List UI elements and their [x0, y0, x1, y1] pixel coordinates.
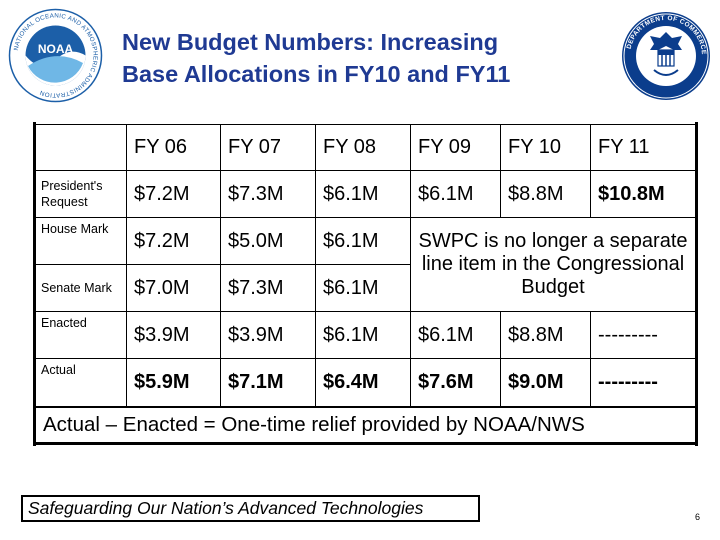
commerce-seal: DEPARTMENT OF COMMERCE: [620, 10, 712, 102]
header-row: FY 06 FY 07 FY 08 FY 09 FY 10 FY 11: [35, 124, 696, 171]
table-cell: ---------: [590, 358, 696, 407]
table-cell: $6.1M: [315, 217, 411, 265]
noaa-logo: NATIONAL OCEANIC AND ATMOSPHERIC ADMINIS…: [8, 8, 103, 103]
row-label-actual: Actual: [35, 358, 127, 407]
row-label-presidents-request: President's Request: [35, 170, 127, 218]
table-cell: $7.1M: [220, 358, 316, 407]
table-cell: $6.1M: [410, 170, 501, 218]
table-cell: $10.8M: [590, 170, 696, 218]
year-header-fy10: FY 10: [500, 124, 591, 171]
table-row: House Mark $7.2M $5.0M $6.1M SWPC is no …: [35, 217, 696, 312]
year-header-fy08: FY 08: [315, 124, 411, 171]
table-row: Senate Mark $7.0M $7.3M $6.1M: [35, 264, 696, 312]
table-cell: $3.9M: [126, 311, 221, 359]
noaa-center-text: NOAA: [38, 42, 74, 56]
corner-cell: [35, 124, 127, 171]
table-cell: $6.1M: [315, 311, 411, 359]
table-cell: $5.9M: [126, 358, 221, 407]
budget-table: FY 06 FY 07 FY 08 FY 09 FY 10 FY 11 Pres…: [35, 124, 696, 407]
table-row: President's Request $7.2M $7.3M $6.1M $6…: [35, 170, 696, 218]
table-cell: $8.8M: [500, 311, 591, 359]
year-header-fy09: FY 09: [410, 124, 501, 171]
title-line-2: Base Allocations in FY10 and FY11: [122, 61, 511, 87]
table-frame-right: [695, 122, 698, 446]
table-row: Enacted $3.9M $3.9M $6.1M $6.1M $8.8M --…: [35, 311, 696, 359]
row-label-senate-mark: Senate Mark: [35, 264, 127, 312]
table-cell: $6.4M: [315, 358, 411, 407]
table-cell: $8.8M: [500, 170, 591, 218]
page-number: 6: [695, 512, 701, 522]
table-cell: $7.3M: [220, 264, 316, 312]
table-cell: $7.0M: [126, 264, 221, 312]
table-cell: $7.6M: [410, 358, 501, 407]
swpc-note: SWPC is no longer a separate line item i…: [410, 217, 696, 312]
year-header-fy07: FY 07: [220, 124, 316, 171]
table-row: Actual $5.9M $7.1M $6.4M $7.6M $9.0M ---…: [35, 358, 696, 407]
table-cell: ---------: [590, 311, 696, 359]
table-cell: $7.3M: [220, 170, 316, 218]
table-cell: $7.2M: [126, 217, 221, 265]
row-label-enacted: Enacted: [35, 311, 127, 359]
table-cell: $6.1M: [315, 264, 411, 312]
table-cell: $7.2M: [126, 170, 221, 218]
relief-text: Actual – Enacted = One-time relief provi…: [36, 406, 695, 445]
title-line-1: New Budget Numbers: Increasing: [122, 29, 499, 55]
table-cell: $6.1M: [315, 170, 411, 218]
slide-title: New Budget Numbers: Increasing Base Allo…: [122, 26, 602, 90]
footer-tagline: Safeguarding Our Nation’s Advanced Techn…: [21, 495, 480, 522]
year-header-fy06: FY 06: [126, 124, 221, 171]
table-cell: $6.1M: [410, 311, 501, 359]
table-cell: $9.0M: [500, 358, 591, 407]
table-cell: $3.9M: [220, 311, 316, 359]
table-cell: $5.0M: [220, 217, 316, 265]
noaa-logo-icon: NATIONAL OCEANIC AND ATMOSPHERIC ADMINIS…: [8, 8, 103, 103]
year-header-fy11: FY 11: [590, 124, 696, 171]
table-frame-left: [33, 122, 36, 446]
row-label-house-mark: House Mark: [35, 217, 127, 265]
commerce-seal-icon: DEPARTMENT OF COMMERCE: [622, 12, 710, 100]
